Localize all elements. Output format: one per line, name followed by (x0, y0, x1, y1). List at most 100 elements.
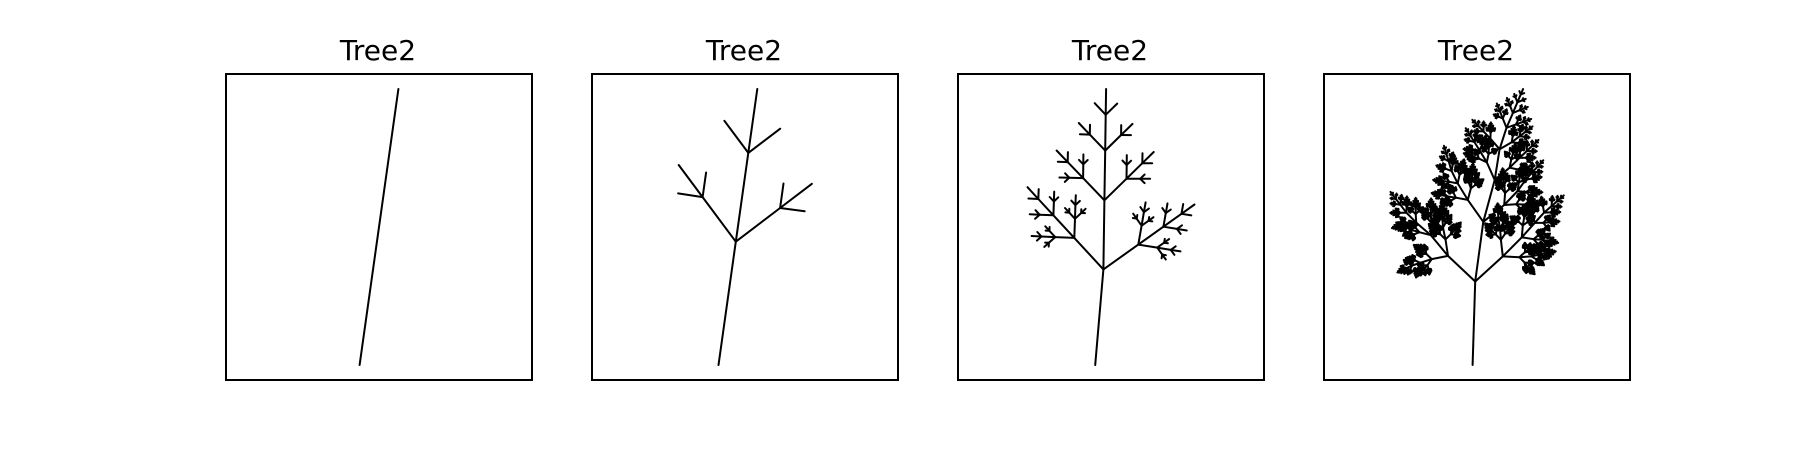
tree-branch (677, 164, 704, 199)
tree-branch (1433, 178, 1437, 182)
tree-branch (1102, 243, 1140, 271)
tree-branch (1027, 197, 1040, 200)
tree-branch (1436, 164, 1440, 168)
tree-branch (1391, 225, 1396, 229)
tree-branch (1405, 196, 1409, 200)
tree-branch (1444, 146, 1448, 151)
tree-branch (1077, 122, 1091, 136)
tree-branch (1505, 123, 1517, 129)
tree-branch (1526, 119, 1531, 123)
tree-branch (1139, 177, 1146, 185)
tree-panel-3: Tree2 (957, 34, 1265, 384)
tree-branch (701, 196, 737, 243)
tree-branch (1539, 191, 1543, 195)
tree-branch (1534, 145, 1538, 149)
tree-branch (1103, 149, 1107, 202)
tree-branch (1521, 110, 1525, 114)
tree-branch (1104, 102, 1119, 116)
tree-branch (1527, 131, 1531, 135)
tree-branch (1450, 169, 1459, 185)
tree-branch (1510, 135, 1521, 144)
tree-branch (1137, 243, 1159, 249)
tree-branch (1497, 103, 1501, 108)
tree-branch (1473, 129, 1477, 133)
tree-branch (1489, 122, 1493, 126)
tree-branch (1054, 236, 1076, 239)
tree-branch (734, 207, 782, 243)
panel-frame (1323, 73, 1631, 381)
tree-branch (1466, 198, 1485, 223)
tree-branch (1468, 159, 1472, 162)
tree-branch (1523, 107, 1528, 111)
tree-branch (1064, 172, 1071, 179)
tree-branch (1501, 117, 1508, 129)
tree-branch (1539, 165, 1543, 169)
tree-branch (1470, 130, 1474, 134)
tree-branch (779, 207, 806, 213)
tree-branch (1514, 94, 1518, 99)
tree-branch (1449, 153, 1452, 157)
tree-branch (1466, 187, 1472, 201)
tree-branch (1162, 225, 1178, 230)
tree-branch (1462, 159, 1466, 163)
tree-branch (1465, 132, 1469, 137)
tree-branch (1147, 219, 1154, 223)
tree-branch (779, 182, 813, 209)
tree-branch (1450, 163, 1454, 172)
tree-branch (1513, 126, 1517, 130)
tree-branch (1176, 227, 1188, 232)
tree-branch (1455, 196, 1469, 201)
tree-branch (1074, 199, 1081, 207)
tree-branch (1475, 132, 1479, 136)
tree-branch (1532, 156, 1536, 160)
tree-branch (1037, 198, 1055, 217)
tree-branch (1082, 177, 1106, 202)
tree-branch (1034, 209, 1041, 216)
tree-branch (1510, 135, 1514, 144)
tree-branch (1430, 198, 1434, 202)
tree-branch (1047, 236, 1057, 244)
tree-branch (1088, 133, 1107, 152)
panel-title: Tree2 (705, 34, 783, 67)
tree-branch (1026, 186, 1040, 200)
tree-branch (779, 182, 785, 209)
panel-title: Tree2 (339, 34, 417, 67)
tree-branch (1137, 224, 1143, 246)
tree-branch (1073, 217, 1076, 239)
tree-branch (1400, 195, 1404, 199)
tree-branch (1519, 105, 1524, 109)
tree-branch (1176, 224, 1183, 230)
tree-branch (1456, 182, 1469, 201)
tree-panel-1: Tree2 (225, 34, 533, 384)
tree-panel-4: Tree2 (1323, 34, 1631, 384)
tree-branch (717, 240, 737, 366)
tree-branch (1471, 280, 1477, 366)
tree-branch (1503, 192, 1507, 206)
tree-branch (1038, 213, 1055, 217)
tree-branch (1484, 136, 1488, 139)
tree-branch (701, 171, 708, 199)
tree-branch (1137, 225, 1165, 246)
tree-branch (1519, 92, 1526, 96)
tree-branch (1169, 248, 1176, 256)
tree-branch (1432, 191, 1435, 195)
tree-branch (1102, 199, 1106, 271)
tree-branch (1052, 200, 1055, 217)
panel-title: Tree2 (1071, 34, 1149, 67)
tree-branch (1397, 221, 1400, 225)
tree-branch (747, 127, 782, 154)
tree-branch (1156, 246, 1172, 251)
tree-branch (1135, 214, 1139, 220)
tree-branch (1390, 210, 1394, 214)
tree-branch (1518, 116, 1522, 119)
tree-branch (1514, 144, 1518, 147)
tree-drawing (1389, 88, 1565, 366)
tree-branch (1478, 157, 1488, 164)
tree-branch (1471, 163, 1475, 167)
tree-drawing (1026, 88, 1196, 366)
tree-branch (1507, 98, 1511, 103)
tree-branch (1139, 173, 1146, 180)
tree-branch (1521, 99, 1526, 103)
tree-branch (358, 88, 400, 366)
tree-branch (1070, 199, 1077, 207)
